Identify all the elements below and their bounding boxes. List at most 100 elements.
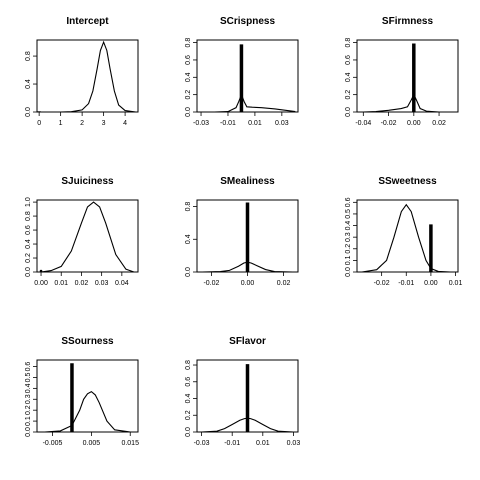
y-tick-label: 0.0 <box>185 427 192 437</box>
y-tick-label: 0.8 <box>185 202 192 212</box>
panel-intercept: Intercept 0 1 2 3 4 0.0 0.4 0.8 <box>25 16 139 127</box>
x-tick-label: 0.02 <box>277 280 291 287</box>
panel-sjuiciness: SJuiciness 0.00 0.01 0.02 0.03 0.04 0.0 0.2 0.4 0… <box>25 176 139 287</box>
y-tick-label: 0.0 <box>25 107 32 117</box>
x-tick-label: -0.01 <box>220 120 236 127</box>
panel-title: SFlavor <box>229 336 266 347</box>
y-tick-label: 0.5 <box>345 209 352 219</box>
y-tick-label: 0.0 <box>345 107 352 117</box>
y-tick-label: 0.6 <box>345 55 352 65</box>
x-tick-label: 0.00 <box>34 280 48 287</box>
y-tick-label: 0.3 <box>25 394 32 404</box>
density-curve <box>39 40 136 113</box>
y-tick-label: 0.4 <box>25 239 32 249</box>
x-tick-label: -0.03 <box>194 440 210 447</box>
x-tick-label: 0.005 <box>83 440 101 447</box>
y-tick-label: 0.0 <box>25 427 32 437</box>
y-tick-label: 0.4 <box>185 234 192 244</box>
y-tick-label: 0.8 <box>25 211 32 221</box>
x-tick-label: 0.01 <box>248 120 262 127</box>
x-tick-label: 0 <box>37 120 41 127</box>
y-tick-label: 0.6 <box>185 377 192 387</box>
y-tick-label: 0.8 <box>185 360 192 370</box>
x-tick-label: 4 <box>123 120 127 127</box>
y-tick-label: 0.2 <box>25 253 32 263</box>
x-tick-label: 0.01 <box>256 440 270 447</box>
y-tick-label: 0.0 <box>185 267 192 277</box>
y-tick-label: 0.6 <box>25 362 32 372</box>
y-tick-label: 0.0 <box>345 267 352 277</box>
x-tick-label: -0.03 <box>193 120 209 127</box>
y-tick-label: 0.4 <box>25 383 32 393</box>
y-tick-label: 0.2 <box>345 90 352 100</box>
panel-sflavor: SFlavor -0.03 -0.01 0.01 0.03 0.0 0.2 0.4 0.6 0.8 <box>185 336 300 447</box>
x-tick-label: -0.02 <box>374 280 390 287</box>
y-tick-label: 0.4 <box>185 72 192 82</box>
y-tick-label: 0.0 <box>25 267 32 277</box>
density-curve <box>44 390 131 433</box>
x-tick-label: 0.01 <box>54 280 68 287</box>
plot-frame <box>356 199 459 273</box>
density-curve <box>363 93 452 113</box>
plot-frame <box>36 359 139 433</box>
y-tick-label: 0.0 <box>185 107 192 117</box>
y-tick-label: 0.5 <box>25 372 32 382</box>
y-tick-label: 0.1 <box>345 255 352 265</box>
panel-scrispness: SCrispness -0.03 -0.01 0.01 0.03 0.0 0.2 0.4 0.6… <box>185 16 299 127</box>
x-tick-label: -0.01 <box>224 440 240 447</box>
density-curve <box>40 201 135 273</box>
plot-frame <box>356 39 459 113</box>
x-tick-label: -0.01 <box>398 280 414 287</box>
density-curve <box>201 93 296 113</box>
x-tick-label: 0.03 <box>287 440 301 447</box>
y-tick-label: 0.8 <box>185 38 192 48</box>
panel-title: SCrispness <box>220 16 275 27</box>
plot-frame <box>36 199 139 273</box>
x-tick-label: 0.03 <box>95 280 109 287</box>
panel-title: SSweetness <box>378 176 437 187</box>
panel-sfirmness: SFirmness -0.04 -0.02 0.00 0.02 0.0 0.2 0.4 0.6 0… <box>345 16 459 127</box>
panel-smealiness: SMealiness -0.02 0.00 0.02 0.0 0.4 0.8 <box>185 176 299 287</box>
point-mass-dot <box>39 269 43 273</box>
y-tick-label: 0.3 <box>345 232 352 242</box>
x-tick-label: 0.02 <box>75 280 89 287</box>
panel-title: SMealiness <box>220 176 275 187</box>
x-tick-label: 0.00 <box>407 120 421 127</box>
x-tick-label: 0.02 <box>432 120 446 127</box>
x-tick-label: 0.04 <box>115 280 129 287</box>
y-tick-label: 0.6 <box>345 197 352 207</box>
y-tick-label: 0.2 <box>185 410 192 420</box>
y-tick-label: 0.4 <box>25 79 32 89</box>
y-tick-label: 0.8 <box>25 51 32 61</box>
x-tick-label: 1 <box>59 120 63 127</box>
panel-title: SFirmness <box>382 16 434 27</box>
y-tick-label: 0.6 <box>25 225 32 235</box>
panel-ssweetness: SSweetness -0.02 -0.01 0.00 0.01 0.0 0.10.2 0.3… <box>345 176 462 287</box>
x-tick-label: 2 <box>80 120 84 127</box>
y-tick-label: 0.8 <box>345 38 352 48</box>
y-tick-label: 0.2 <box>25 405 32 415</box>
x-tick-label: 3 <box>102 120 106 127</box>
panel-ssourness: SSourness -0.005 0.005 0.015 0.00.10.20.30.4… <box>25 336 139 447</box>
x-tick-label: -0.02 <box>381 120 397 127</box>
x-tick-label: 0.00 <box>241 280 255 287</box>
y-tick-label: 0.4 <box>345 221 352 231</box>
y-tick-label: 0.1 <box>25 416 32 426</box>
panel-title: SJuiciness <box>61 176 114 187</box>
x-tick-label: -0.04 <box>355 120 371 127</box>
y-tick-label: 0.2 <box>185 90 192 100</box>
y-tick-label: 0.2 <box>345 244 352 254</box>
plot-frame <box>196 39 299 113</box>
x-tick-label: -0.02 <box>203 280 219 287</box>
x-tick-label: 0.01 <box>449 280 463 287</box>
plot-frame <box>36 39 139 113</box>
y-tick-label: 0.4 <box>185 394 192 404</box>
panel-title: SSourness <box>61 336 114 347</box>
x-tick-label: 0.015 <box>121 440 139 447</box>
y-tick-label: 0.4 <box>345 72 352 82</box>
x-tick-label: -0.005 <box>43 440 63 447</box>
panel-title: Intercept <box>66 16 109 27</box>
x-tick-label: 0.00 <box>424 280 438 287</box>
y-tick-label: 1.0 <box>25 197 32 207</box>
